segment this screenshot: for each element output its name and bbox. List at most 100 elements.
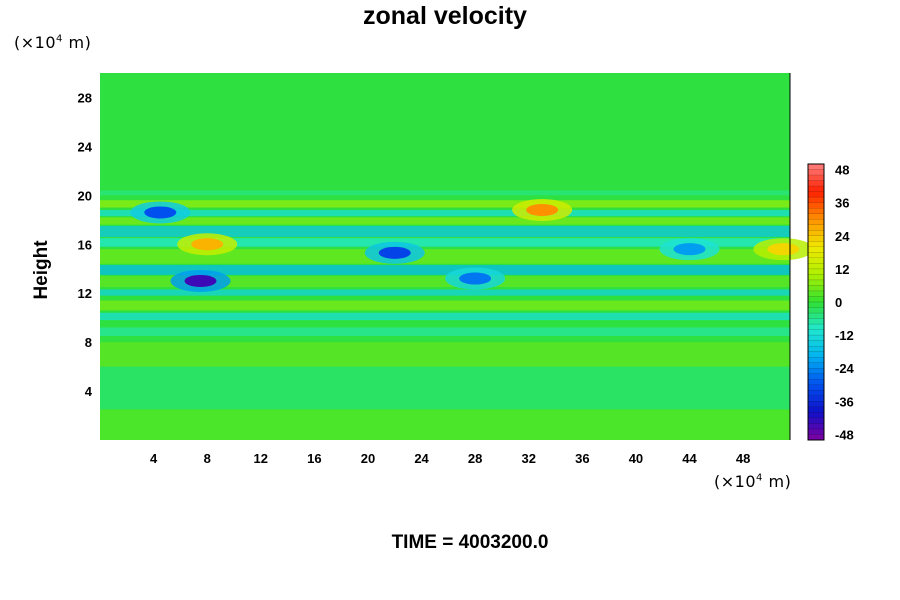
x-tick-label: 48 — [736, 451, 750, 466]
x-unit-text: m — [768, 472, 785, 491]
colorbar-segment — [808, 384, 824, 391]
chart-title: zonal velocity — [363, 2, 527, 30]
field-band — [100, 342, 790, 367]
field-band — [100, 210, 790, 217]
colorbar-segment — [808, 324, 824, 330]
colorbar-tick-label: 12 — [835, 262, 849, 277]
colorbar-segment — [808, 268, 824, 275]
field-feature-core — [184, 274, 217, 287]
y-axis-unit: (×104 m) — [14, 33, 92, 52]
colorbar-segment — [808, 175, 824, 181]
y-tick-label: 4 — [85, 384, 93, 399]
x-tick-label: 16 — [307, 451, 321, 466]
colorbar-segment — [808, 257, 824, 264]
colorbar-segment — [808, 290, 824, 297]
colorbar-tick-label: 0 — [835, 295, 842, 310]
colorbar-segment — [808, 285, 824, 292]
y-tick-label: 12 — [78, 286, 92, 301]
colorbar-segment — [808, 434, 824, 441]
field-band — [100, 327, 790, 337]
field-band — [100, 200, 790, 208]
field-band — [100, 190, 790, 196]
field-feature-core — [526, 204, 559, 217]
x-axis-unit: (×104 m) — [714, 472, 792, 491]
y-tick-label: 8 — [85, 335, 92, 350]
colorbar-tick-label: 24 — [835, 229, 850, 244]
field-feature-core — [673, 243, 706, 256]
colorbar-tick-label: -12 — [835, 328, 854, 343]
colorbar-segment — [808, 329, 824, 336]
colorbar-segment — [808, 357, 824, 364]
y-unit-text: m — [68, 33, 85, 52]
field-band — [100, 265, 790, 275]
field-band — [100, 238, 790, 247]
field-band — [100, 409, 790, 440]
colorbar-segment — [808, 219, 824, 226]
colorbar-segment — [808, 406, 824, 413]
colorbar-segment — [808, 368, 824, 375]
colorbar-segment — [808, 313, 824, 319]
colorbar-segment — [808, 274, 824, 281]
y-tick-label: 20 — [78, 188, 92, 203]
x-tick-label: 36 — [575, 451, 589, 466]
y-tick-label: 16 — [78, 237, 92, 252]
colorbar-segment — [808, 263, 824, 270]
colorbar-segment — [808, 373, 824, 380]
y-tick-label: 24 — [78, 139, 93, 154]
colorbar-segment — [808, 252, 824, 259]
colorbar-segment — [808, 224, 824, 231]
colorbar-segment — [808, 395, 824, 402]
y-unit-exponent: 4 — [56, 33, 63, 45]
colorbar-segment — [808, 180, 824, 187]
x-tick-label: 32 — [522, 451, 536, 466]
colorbar-segment — [808, 241, 824, 248]
colorbar-tick-label: -24 — [835, 361, 855, 376]
colorbar-segment — [808, 296, 824, 303]
colorbar-segment — [808, 428, 824, 435]
colorbar-segment — [808, 302, 824, 308]
x-tick-label: 20 — [361, 451, 375, 466]
field-band — [100, 300, 790, 311]
colorbar-segment — [808, 169, 824, 176]
y-tick-label: 28 — [78, 90, 92, 105]
colorbar-segment — [808, 307, 824, 314]
field-feature-core — [191, 238, 224, 251]
field-band — [100, 217, 790, 225]
colorbar-segment — [808, 213, 824, 220]
colorbar-segment — [808, 246, 824, 253]
colorbar-segment — [808, 417, 824, 424]
field-feature-core — [459, 272, 492, 285]
colorbar-segment — [808, 235, 824, 242]
colorbar-segment — [808, 340, 824, 347]
field-band — [100, 276, 790, 288]
colorbar-tick-label: -48 — [835, 427, 854, 442]
colorbar-segment — [808, 423, 824, 430]
field-band — [100, 312, 790, 321]
colorbar-segment — [808, 335, 824, 342]
colorbar-segment — [808, 318, 824, 325]
colorbar-segment — [808, 279, 824, 286]
colorbar-segment — [808, 197, 824, 204]
x-tick-label: 24 — [414, 451, 429, 466]
colorbar-segment — [808, 208, 824, 215]
x-tick-label: 40 — [629, 451, 643, 466]
colorbar-segment — [808, 351, 824, 358]
x-unit-exponent: 4 — [756, 472, 763, 484]
colorbar-segment — [808, 202, 824, 209]
colorbar-segment — [808, 191, 824, 198]
colorbar-segment — [808, 346, 824, 353]
field-feature-core — [767, 243, 800, 256]
field-band — [100, 366, 790, 410]
field-band — [100, 249, 790, 264]
x-tick-label: 8 — [204, 451, 211, 466]
colorbar-segment — [808, 230, 824, 237]
colorbar-segment — [808, 186, 824, 192]
colorbar-segment — [808, 390, 824, 397]
colorbar-segment — [808, 379, 824, 386]
colorbar-tick-label: 48 — [835, 163, 849, 178]
colorbar-segment — [808, 362, 824, 369]
x-tick-label: 28 — [468, 451, 482, 466]
colorbar-segment — [808, 412, 824, 419]
colorbar-frame — [807, 163, 825, 441]
